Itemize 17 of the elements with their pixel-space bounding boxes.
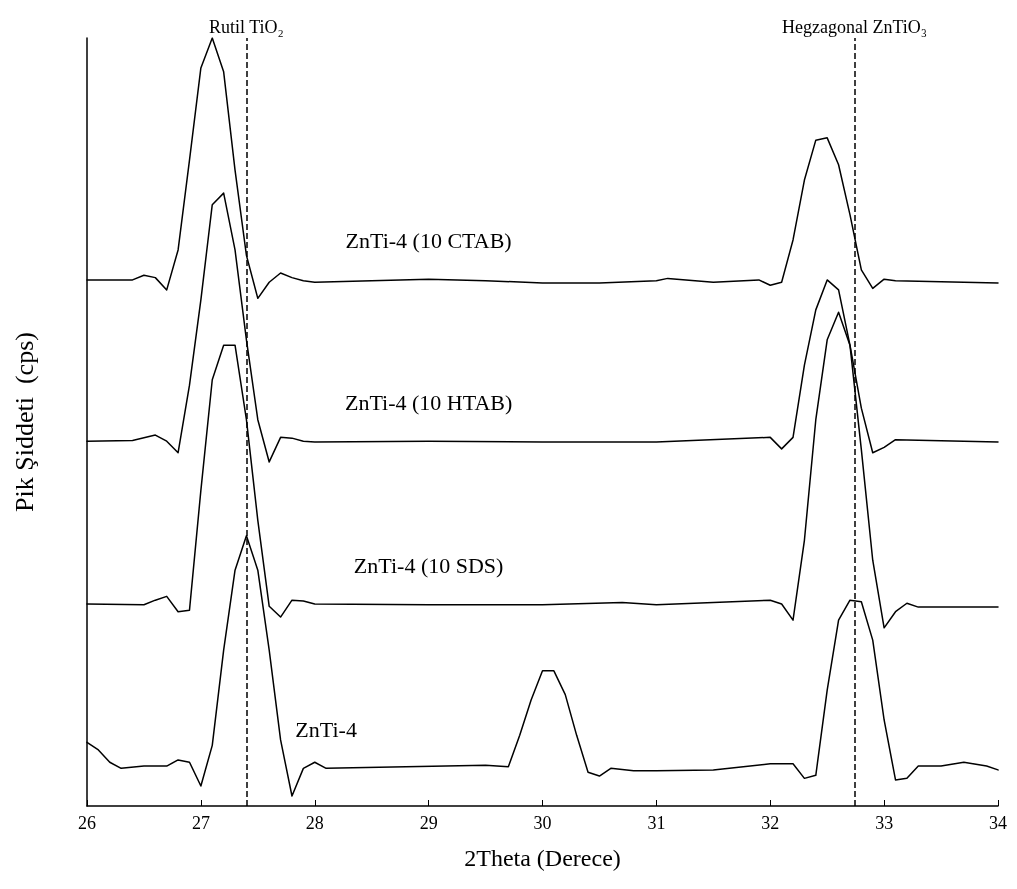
x-tick-label: 27: [191, 813, 210, 833]
ref-line-label: Hegzagonal ZnTiO₃: [781, 17, 928, 37]
ref-line-label: Rutil TiO₂: [209, 17, 284, 37]
x-tick-label: 26: [78, 813, 96, 833]
x-tick-label: 33: [875, 813, 894, 833]
x-tick-label: 32: [761, 813, 780, 833]
x-tick-label: 34: [989, 813, 1007, 833]
series-label: ZnTi-4 (10 CTAB): [345, 227, 512, 253]
series-label: ZnTi-4 (10 SDS): [353, 553, 504, 579]
x-axis-title: 2Theta (Derece): [464, 845, 621, 871]
x-tick-label: 31: [647, 813, 666, 833]
x-tick-label: 28: [305, 813, 324, 833]
x-tick-label: 29: [419, 813, 438, 833]
x-tick-label: 30: [533, 813, 552, 833]
series-label: ZnTi-4 (10 HTAB): [344, 389, 513, 415]
y-axis-title: Pik Şiddeti (cps): [9, 332, 39, 512]
series-label: ZnTi-4: [295, 716, 357, 742]
